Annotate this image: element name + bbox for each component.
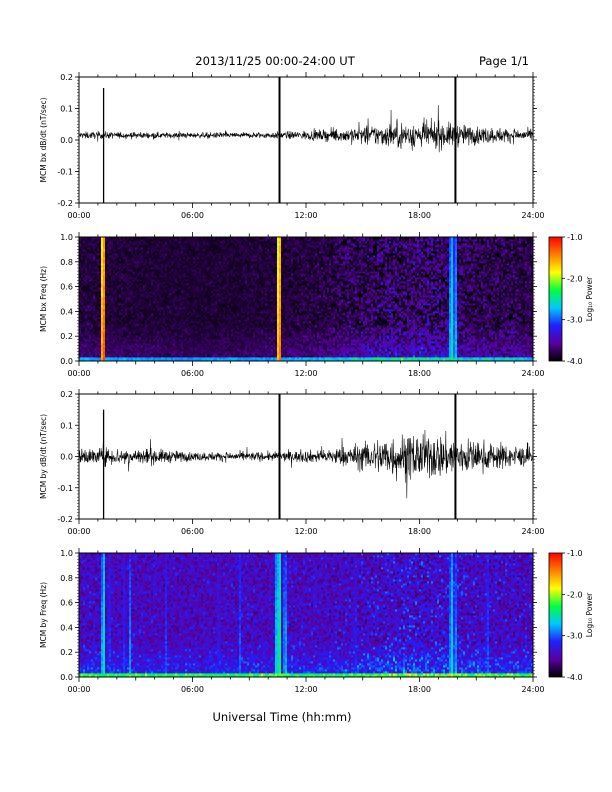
x-tick-label: 24:00 xyxy=(521,369,544,378)
colorbar-tick-label: -3.0 xyxy=(567,632,583,641)
x-tick-label: 12:00 xyxy=(294,527,317,536)
y-tick-label: 1.0 xyxy=(60,233,73,242)
x-tick-label: 18:00 xyxy=(408,211,431,220)
x-tick-label: 12:00 xyxy=(294,369,317,378)
y-axis-title: MCM bx dB/dt (nT/sec) xyxy=(39,97,48,182)
x-axis-title: Universal Time (hh:mm) xyxy=(212,710,351,724)
page-number: Page 1/1 xyxy=(479,54,529,68)
y-axis-title: MCM bx Freq (Hz) xyxy=(39,266,48,332)
y-tick-label: -0.2 xyxy=(57,515,73,524)
y-tick-label: -0.1 xyxy=(57,484,73,493)
x-tick-label: 06:00 xyxy=(181,685,204,694)
panel-2: -1.0 -2.0 -3.0 -4.0 Log₁₀ Power 1.0 0.8 0.6 0.4 0… xyxy=(39,232,594,378)
y-tick-label: 0.0 xyxy=(60,453,73,462)
x-tick-label: 18:00 xyxy=(408,369,431,378)
panel-3: 0.2 0.1 0.0 -0.1 -0.2 00:00 06:00 12:00 18:00 24:… xyxy=(39,389,545,536)
x-tick-label: 24:00 xyxy=(521,527,544,536)
colorbar-title: Log₁₀ Power xyxy=(585,592,594,637)
panel-1: 0.2 0.1 0.0 -0.1 -0.2 00:00 06:00 12:00 18:00 24:… xyxy=(39,72,545,220)
spectrogram xyxy=(79,237,533,361)
y-tick-label: 0.1 xyxy=(60,105,73,114)
x-tick-label: 06:00 xyxy=(181,211,204,220)
y-tick-label: 0.6 xyxy=(60,283,73,292)
series-trace xyxy=(79,105,533,153)
x-tick-label: 18:00 xyxy=(408,685,431,694)
x-tick-label: 24:00 xyxy=(521,685,544,694)
panels-group: 0.2 0.1 0.0 -0.1 -0.2 00:00 06:00 12:00 18:00 24:… xyxy=(39,72,594,694)
y-tick-label: -0.1 xyxy=(57,168,73,177)
x-tick-label: 00:00 xyxy=(67,685,90,694)
colorbar-tick-label: -4.0 xyxy=(567,673,583,682)
y-tick-label: -0.2 xyxy=(57,199,73,208)
x-tick-label: 00:00 xyxy=(67,369,90,378)
y-axis-title: MCM by Freq (Hz) xyxy=(39,582,48,648)
y-tick-label: 0.6 xyxy=(60,599,73,608)
y-tick-label: 0.8 xyxy=(60,574,73,583)
x-tick-label: 06:00 xyxy=(181,369,204,378)
x-tick-label: 18:00 xyxy=(408,527,431,536)
series-trace xyxy=(79,429,533,499)
colorbar-tick-label: -4.0 xyxy=(567,357,583,366)
y-tick-label: 0.4 xyxy=(60,623,73,632)
colorbar-tick-label: -1.0 xyxy=(567,233,583,242)
x-tick-label: 24:00 xyxy=(521,211,544,220)
x-tick-label: 12:00 xyxy=(294,211,317,220)
y-tick-label: 0.0 xyxy=(60,357,73,366)
y-tick-label: 0.2 xyxy=(60,390,73,399)
colorbar-tick-label: -1.0 xyxy=(567,549,583,558)
colorbar-title: Log₁₀ Power xyxy=(585,276,594,321)
plot-frame xyxy=(78,76,534,204)
colorbar: -1.0 -2.0 -3.0 -4.0 Log₁₀ Power xyxy=(548,549,594,682)
x-tick-label: 00:00 xyxy=(67,211,90,220)
y-tick-label: 0.0 xyxy=(60,673,73,682)
spectrogram xyxy=(79,553,533,677)
y-axis-title: MCM by dB/dt (nT/sec) xyxy=(39,414,48,499)
y-tick-label: 1.0 xyxy=(60,549,73,558)
page-title: 2013/11/25 00:00-24:00 UT xyxy=(195,54,355,68)
colorbar-tick-label: -2.0 xyxy=(567,274,583,283)
y-tick-label: 0.2 xyxy=(60,648,73,657)
colorbar-tick-label: -3.0 xyxy=(567,316,583,325)
y-tick-label: 0.2 xyxy=(60,332,73,341)
y-tick-label: 0.2 xyxy=(60,73,73,82)
x-tick-label: 06:00 xyxy=(181,527,204,536)
y-tick-label: 0.1 xyxy=(60,421,73,430)
y-tick-label: 0.4 xyxy=(60,307,73,316)
colorbar-tick-label: -2.0 xyxy=(567,590,583,599)
x-tick-label: 00:00 xyxy=(67,527,90,536)
y-tick-label: 0.0 xyxy=(60,136,73,145)
colorbar: -1.0 -2.0 -3.0 -4.0 Log₁₀ Power xyxy=(548,233,594,366)
panel-4: -1.0 -2.0 -3.0 -4.0 Log₁₀ Power 1.0 0.8 0.6 0.4 0… xyxy=(39,548,594,694)
y-tick-label: 0.8 xyxy=(60,258,73,267)
x-tick-label: 12:00 xyxy=(294,685,317,694)
